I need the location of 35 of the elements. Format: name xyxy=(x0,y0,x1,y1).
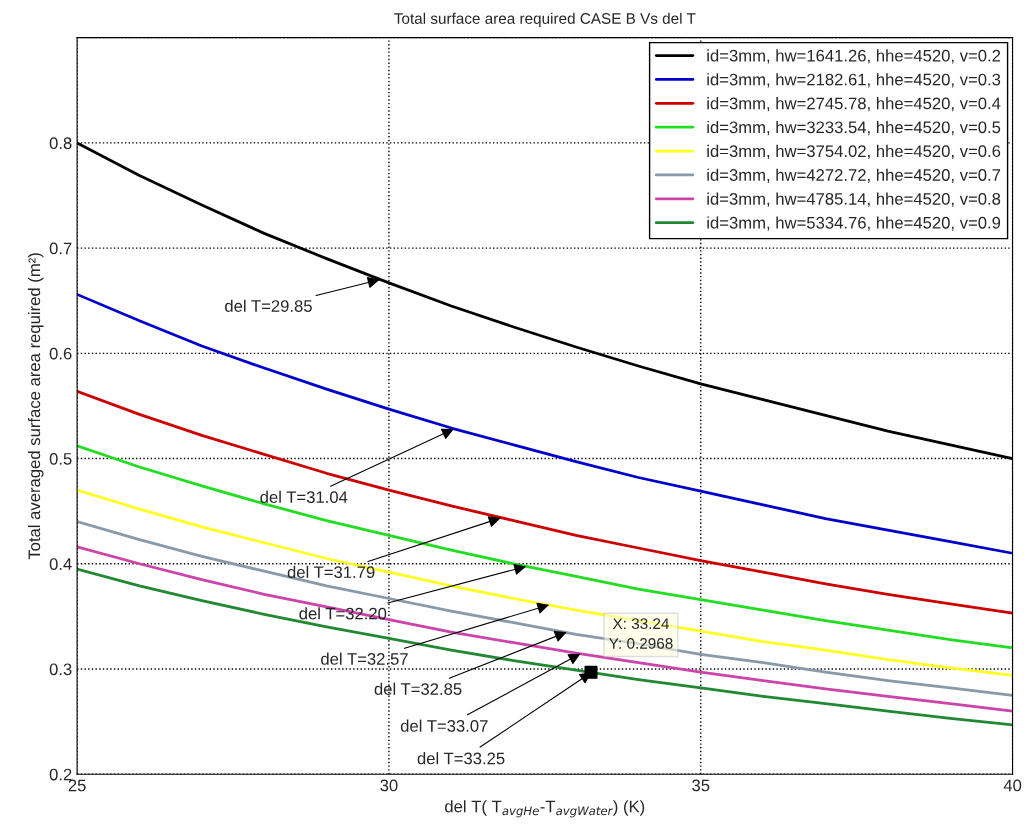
x-tick-label: 40 xyxy=(1003,779,1022,792)
legend-label: id=3mm, hw=4272.72, hhe=4520, v=0.7 xyxy=(707,168,1001,183)
x-axis-title: del T( T$_{avgHe}$-T$_{avgWater}$) (K) xyxy=(445,800,645,818)
legend-label: id=3mm, hw=1641.26, hhe=4520, v=0.2 xyxy=(707,49,1001,64)
y-tick-label: 0.5 xyxy=(49,452,72,465)
legend-label: id=3mm, hw=4785.14, hhe=4520, v=0.8 xyxy=(707,192,1001,207)
line-series xyxy=(77,293,1013,555)
line-series xyxy=(77,520,1013,697)
chart-title: Total surface area required CASE B Vs del T xyxy=(394,12,696,27)
line-series xyxy=(77,444,1013,650)
y-tick-label: 0.6 xyxy=(49,347,72,360)
annotation: del T=33.25 xyxy=(417,752,505,765)
legend-label: id=3mm, hw=2182.61, hhe=4520, v=0.3 xyxy=(707,73,1001,88)
legend-label: id=3mm, hw=2745.78, hhe=4520, v=0.4 xyxy=(707,97,1001,112)
y-tick-label: 0.2 xyxy=(49,768,72,781)
annotation: del T=31.04 xyxy=(260,490,348,504)
annotation: del T=31.79 xyxy=(287,565,375,579)
annotation: del T=29.85 xyxy=(225,299,312,312)
annotation: del T=33.07 xyxy=(400,719,488,732)
y-tick-label: 0.8 xyxy=(49,137,72,150)
annotation: del T=32.85 xyxy=(374,682,462,695)
y-tick-label: 0.7 xyxy=(49,242,72,255)
line-series xyxy=(77,488,1013,677)
y-axis-title: Total averaged surface area required (m²) xyxy=(27,253,44,560)
x-tick-label: 30 xyxy=(380,779,398,792)
y-tick-label: 0.3 xyxy=(49,663,72,676)
legend-label: id=3mm, hw=5334.76, hhe=4520, v=0.9 xyxy=(707,216,1001,231)
annotation: del T=32.57 xyxy=(321,652,408,665)
line-series xyxy=(77,545,1013,713)
y-tick-label: 0.4 xyxy=(49,558,72,570)
annotation: X: 33.24 Y: 0.2968 xyxy=(609,618,673,649)
legend-label: id=3mm, hw=3233.54, hhe=4520, v=0.5 xyxy=(707,120,1001,136)
x-tick-label: 35 xyxy=(692,779,710,792)
legend-label: id=3mm, hw=3754.02, hhe=4520, v=0.6 xyxy=(707,144,1001,160)
x-tick-label: 25 xyxy=(68,779,86,792)
